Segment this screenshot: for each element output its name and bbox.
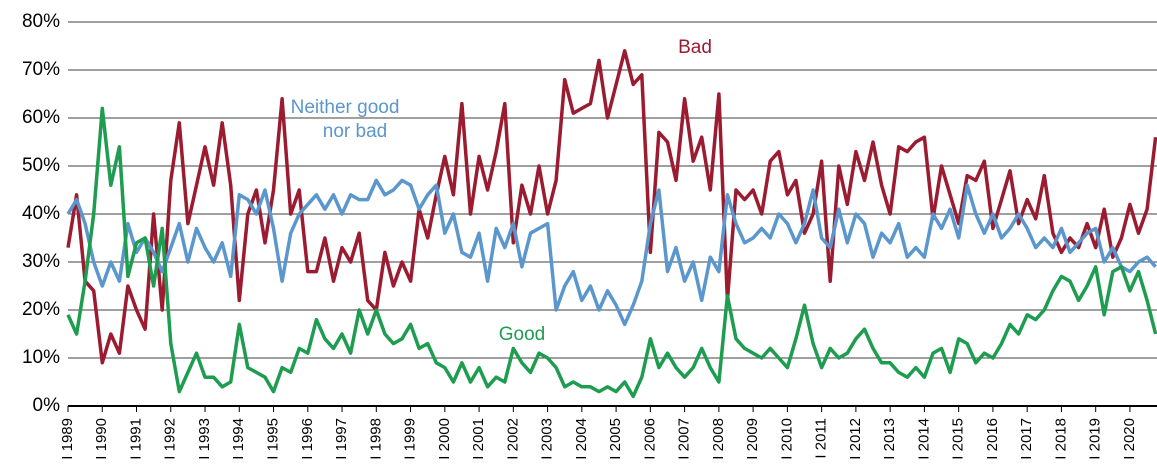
series-line bbox=[66, 106, 1157, 399]
y-tick-label: 0% bbox=[33, 395, 61, 416]
x-tick-label: I 1995 bbox=[265, 418, 282, 460]
x-tick-label: I 2003 bbox=[539, 418, 556, 460]
annotation: Neither good bbox=[291, 97, 400, 118]
x-tick-label: I 1997 bbox=[333, 418, 350, 460]
y-tick-label: 60% bbox=[22, 107, 60, 128]
x-tick-label: I 2018 bbox=[1052, 418, 1069, 460]
x-tick-label: I 2012 bbox=[847, 418, 864, 460]
x-tick-label: I 2004 bbox=[573, 418, 590, 460]
x-tick-label: I 2013 bbox=[881, 418, 898, 460]
x-tick-label: I 1993 bbox=[196, 418, 213, 460]
x-tick-label: I 2007 bbox=[676, 418, 693, 460]
y-tick-label: 50% bbox=[22, 155, 60, 176]
x-tick-label: I 2005 bbox=[607, 418, 624, 460]
x-tick-label: I 2015 bbox=[950, 418, 967, 460]
x-tick-label: I 2001 bbox=[470, 418, 487, 460]
x-tick-label: I 2009 bbox=[744, 418, 761, 460]
y-tick-label: 80% bbox=[22, 11, 60, 32]
annotation: nor bad bbox=[323, 121, 387, 142]
x-tick-label: I 2016 bbox=[984, 418, 1001, 460]
x-tick-label: I 2020 bbox=[1121, 418, 1138, 460]
y-tick-label: 20% bbox=[22, 299, 60, 320]
y-tick-label: 30% bbox=[22, 251, 60, 272]
x-tick-label: I 1991 bbox=[127, 418, 144, 460]
x-tick-label: I 1989 bbox=[59, 418, 76, 460]
x-tick-label: I 2019 bbox=[1087, 418, 1104, 460]
x-tick-label: I 1999 bbox=[402, 418, 419, 460]
series-line bbox=[66, 178, 1157, 327]
x-tick-label: I 2010 bbox=[778, 418, 795, 460]
x-tick-label: I 1998 bbox=[367, 418, 384, 460]
x-tick-label: I 1990 bbox=[93, 418, 110, 460]
annotation: Bad bbox=[678, 37, 712, 58]
x-tick-label: I 2017 bbox=[1018, 418, 1035, 460]
x-tick-label: I 1994 bbox=[230, 418, 247, 460]
x-tick-label: I 2006 bbox=[641, 418, 658, 460]
x-tick-label: I 2008 bbox=[710, 418, 727, 460]
y-tick-label: 10% bbox=[22, 347, 60, 368]
x-tick-label: I 1992 bbox=[162, 418, 179, 460]
y-tick-label: 70% bbox=[22, 59, 60, 80]
series-line bbox=[66, 49, 1157, 365]
x-tick-label: I 2014 bbox=[915, 418, 932, 460]
x-tick-label: I 1996 bbox=[299, 418, 316, 460]
y-tick-label: 40% bbox=[22, 203, 60, 224]
x-tick-label: I 2002 bbox=[504, 418, 521, 460]
x-tick-label: I 2011 bbox=[813, 418, 830, 459]
annotation: Good bbox=[499, 324, 545, 345]
x-tick-label: I 2000 bbox=[436, 418, 453, 460]
